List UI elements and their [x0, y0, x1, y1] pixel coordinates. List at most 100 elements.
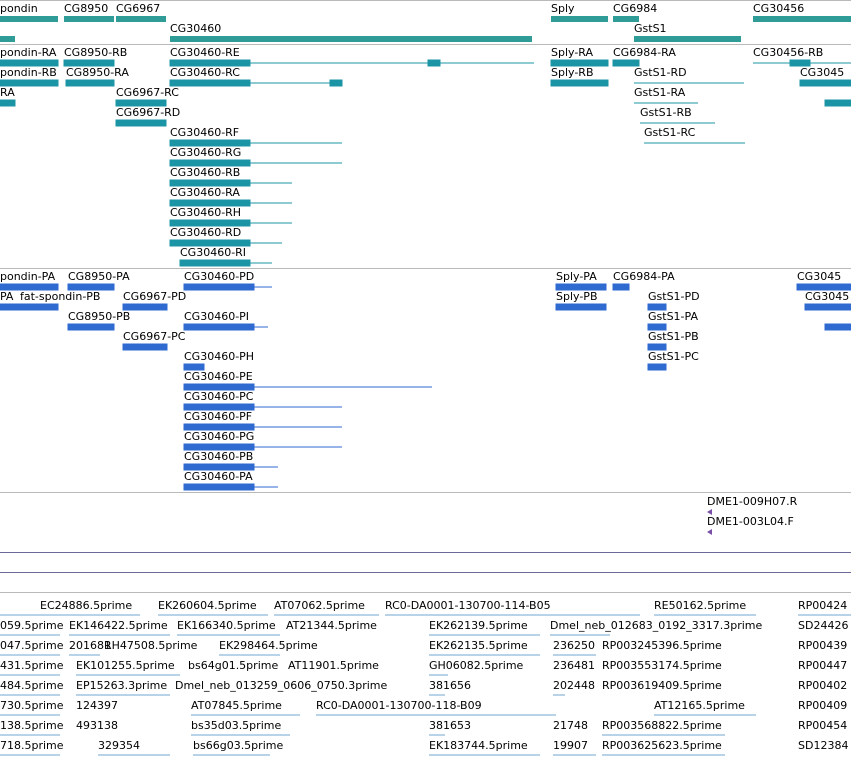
gene-feature[interactable] [0, 16, 58, 22]
transcript-label[interactable]: CG6967-RD [116, 106, 181, 119]
transcript-label[interactable]: pondin-RA [0, 46, 57, 59]
est-label[interactable]: EP15263.3prime [76, 679, 168, 692]
est-label[interactable]: 21748 [553, 719, 588, 732]
est-label[interactable]: AT21344.5prime [286, 619, 377, 632]
gene-label[interactable]: CG8950 [64, 2, 109, 15]
transcript-label[interactable]: GstS1-RC [644, 126, 696, 139]
protein-label[interactable]: CG30460-PB [184, 450, 254, 463]
est-label[interactable]: 381656 [429, 679, 471, 692]
transcript-label[interactable]: CG30460-RB [170, 166, 241, 179]
est-label[interactable]: 381653 [429, 719, 471, 732]
protein-label[interactable]: Sply-PB [556, 290, 598, 303]
transcript-label[interactable]: CG30460-RG [170, 146, 242, 159]
transcript-label[interactable]: CG8950-RB [64, 46, 128, 59]
est-label[interactable]: 484.5prime [0, 679, 64, 692]
est-label[interactable]: EK262139.5prime [429, 619, 528, 632]
gene-feature[interactable] [634, 36, 741, 42]
est-label[interactable]: RE50162.5prime [654, 599, 747, 612]
gene-label[interactable]: CG30456 [753, 2, 805, 15]
est-label[interactable]: 718.5prime [0, 739, 64, 752]
est-label[interactable]: 431.5prime [0, 659, 64, 672]
protein-label[interactable]: CG8950-PB [68, 310, 131, 323]
est-label[interactable]: Dmel_neb_013259_0606_0750.3prime [175, 679, 388, 692]
transcript-label[interactable]: CG30460-RE [170, 46, 240, 59]
est-label[interactable]: EC24886.5prime [40, 599, 133, 612]
protein-label[interactable]: CG3045 [805, 290, 850, 303]
gene-feature[interactable] [116, 16, 166, 22]
protein-label[interactable]: CG30460-PH [184, 350, 255, 363]
transcript-label[interactable]: Sply-RA [551, 46, 594, 59]
est-label[interactable]: bs35d03.5prime [191, 719, 282, 732]
protein-label[interactable]: Sply-PA [556, 270, 597, 283]
est-label[interactable]: RP003568822.5prime [602, 719, 722, 732]
gene-feature[interactable] [753, 16, 851, 22]
est-label[interactable]: RH47508.5prime [104, 639, 198, 652]
est-label[interactable]: 201681 [69, 639, 111, 652]
protein-label[interactable]: GstS1-PA [648, 310, 698, 323]
est-label[interactable]: bs64g01.5prime [188, 659, 279, 672]
protein-label[interactable]: GstS1-PC [648, 350, 699, 363]
protein-label[interactable]: CG6967-PC [123, 330, 186, 343]
est-label[interactable]: RP003553174.5prime [602, 659, 722, 672]
gene-feature[interactable] [613, 16, 639, 22]
transcript-label[interactable]: GstS1-RD [634, 66, 687, 79]
transcript-label[interactable]: pondin-RB [0, 66, 57, 79]
est-label[interactable]: RP00409 [798, 699, 848, 712]
transcript-label[interactable]: CG30460-RI [180, 246, 247, 259]
gene-label[interactable]: pondin [0, 2, 38, 15]
est-label[interactable]: EK260604.5prime [158, 599, 257, 612]
est-label[interactable]: RC0-DA0001-130700-118-B09 [316, 699, 482, 712]
est-label[interactable]: RC0-DA0001-130700-114-B05 [385, 599, 551, 612]
est-label[interactable]: EK183744.5prime [429, 739, 528, 752]
clone-label[interactable]: DME1-009H07.R [707, 495, 798, 508]
est-label[interactable]: EK146422.5prime [69, 619, 168, 632]
gene-feature[interactable] [0, 36, 15, 42]
protein-label[interactable]: CG30460-PA [184, 470, 253, 483]
protein-label[interactable]: CG6967-PD [123, 290, 187, 303]
est-label[interactable]: SD24426 [798, 619, 849, 632]
gene-feature[interactable] [170, 36, 532, 42]
protein-label[interactable]: CG30460-PF [184, 410, 253, 423]
transcript-label[interactable]: Sply-RB [551, 66, 594, 79]
est-label[interactable]: 124397 [76, 699, 118, 712]
transcript-label[interactable]: CG8950-RA [66, 66, 129, 79]
est-label[interactable]: EK101255.5prime [76, 659, 175, 672]
est-label[interactable]: AT11901.5prime [288, 659, 379, 672]
est-label[interactable]: EK298464.5prime [219, 639, 318, 652]
est-label[interactable]: EK262135.5prime [429, 639, 528, 652]
gene-feature[interactable] [64, 16, 114, 22]
transcript-label[interactable]: CG30460-RF [170, 126, 240, 139]
est-label[interactable]: Dmel_neb_012683_0192_3317.3prime [550, 619, 763, 632]
gene-label[interactable]: CG6967 [116, 2, 161, 15]
gene-label[interactable]: CG6984 [613, 2, 658, 15]
est-label[interactable]: bs66g03.5prime [193, 739, 284, 752]
gene-label[interactable]: Sply [551, 2, 575, 15]
protein-label[interactable]: CG30460-PG [184, 430, 255, 443]
est-label[interactable]: RP003619409.5prime [602, 679, 722, 692]
est-label[interactable]: RP00439 [798, 639, 848, 652]
est-label[interactable]: 730.5prime [0, 699, 64, 712]
est-label[interactable]: RP003625623.5prime [602, 739, 722, 752]
protein-label[interactable]: CG30460-PE [184, 370, 253, 383]
transcript-label[interactable]: CG30460-RD [170, 226, 242, 239]
est-label[interactable]: 329354 [98, 739, 140, 752]
protein-label[interactable]: CG6984-PA [613, 270, 675, 283]
est-label[interactable]: GH06082.5prime [429, 659, 524, 672]
protein-label[interactable]: CG8950-PA [68, 270, 130, 283]
est-label[interactable]: 19907 [553, 739, 588, 752]
est-label[interactable]: RP00424 [798, 599, 848, 612]
transcript-label[interactable]: CG3045 [800, 66, 845, 79]
clone-label[interactable]: DME1-003L04.F [707, 515, 794, 528]
transcript-label[interactable]: CG30460-RC [170, 66, 240, 79]
transcript-label[interactable]: CG30460-RA [170, 186, 240, 199]
transcript-label[interactable]: CG30456-RB [753, 46, 824, 59]
protein-label[interactable]: fat-spondin-PB [20, 290, 101, 303]
protein-label[interactable]: GstS1-PB [648, 330, 699, 343]
est-label[interactable]: 202448 [553, 679, 595, 692]
est-label[interactable]: SD12384 [798, 739, 849, 752]
gene-label[interactable]: CG30460 [170, 22, 222, 35]
transcript-label[interactable]: GstS1-RB [640, 106, 692, 119]
transcript-label[interactable]: RA [0, 86, 15, 99]
transcript-label[interactable]: CG6984-RA [613, 46, 676, 59]
est-label[interactable]: RP00402 [798, 679, 848, 692]
